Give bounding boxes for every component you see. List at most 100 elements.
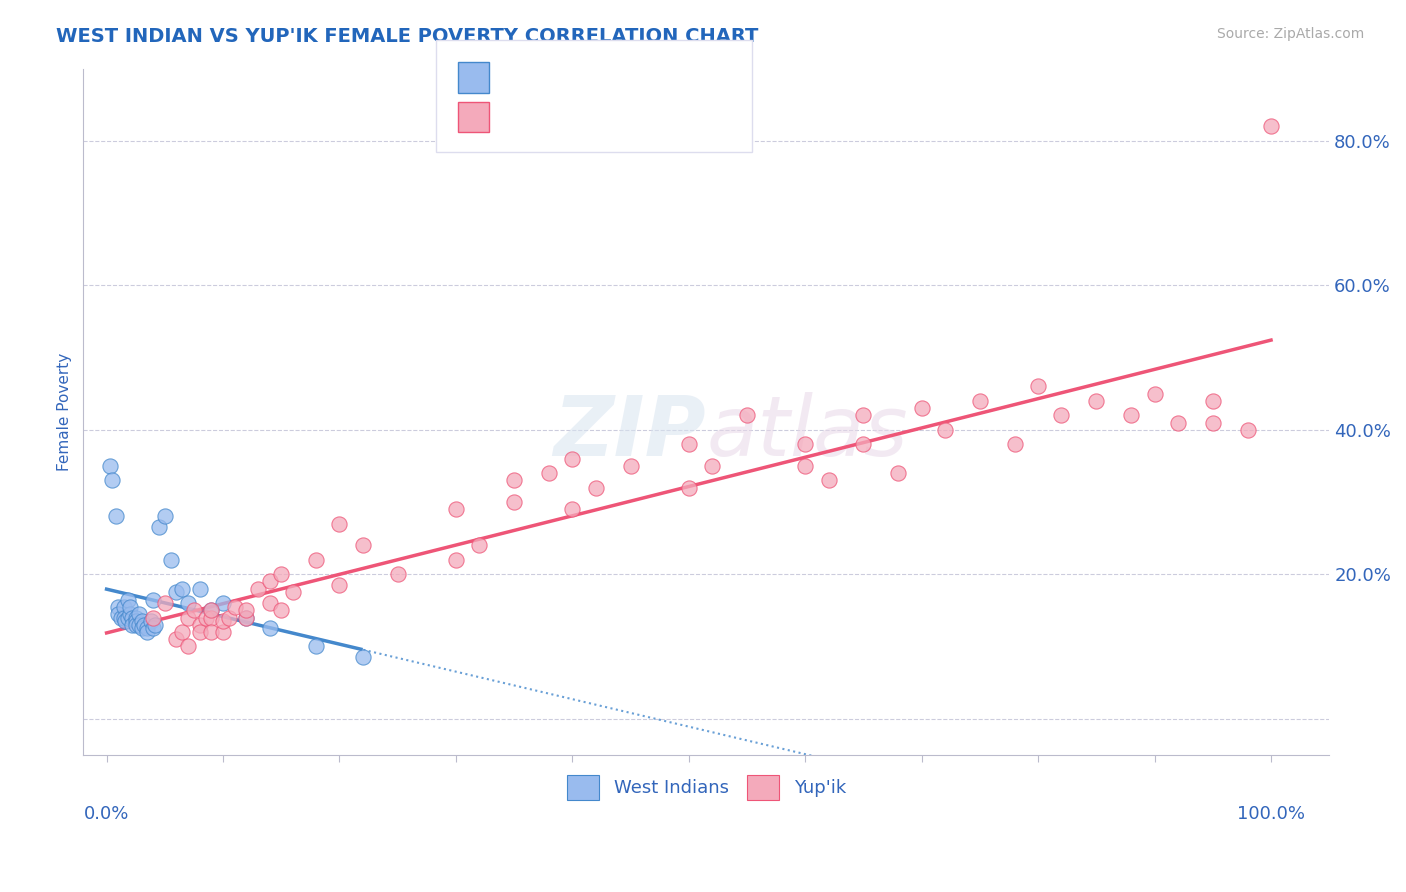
Text: R = -0.266   N = 42: R = -0.266 N = 42 (499, 69, 689, 87)
Point (112, 599, 135, 614)
Point (735, 409, 758, 423)
Point (118, 599, 141, 614)
Point (1050, 409, 1073, 423)
Point (270, 567, 292, 582)
Point (125, 610, 148, 624)
Point (585, 481, 607, 495)
Text: WEST INDIAN VS YUP'IK FEMALE POVERTY CORRELATION CHART: WEST INDIAN VS YUP'IK FEMALE POVERTY COR… (56, 27, 759, 45)
Point (1202, 416, 1225, 430)
Point (212, 614, 235, 628)
Text: atlas: atlas (706, 392, 908, 473)
Point (218, 610, 240, 624)
Point (159, 553, 181, 567)
Point (153, 596, 176, 610)
Point (1260, 120, 1282, 134)
Point (1121, 409, 1143, 423)
Point (177, 610, 200, 624)
Point (235, 603, 257, 617)
Point (117, 610, 139, 624)
Point (444, 553, 467, 567)
Point (503, 473, 526, 487)
Point (1167, 416, 1189, 430)
Point (1202, 393, 1225, 408)
Point (468, 538, 491, 552)
Point (142, 610, 165, 624)
Point (107, 607, 129, 621)
Point (107, 599, 129, 614)
Point (142, 592, 165, 607)
Point (136, 622, 159, 636)
Point (125, 614, 148, 628)
Point (235, 610, 257, 624)
Point (852, 437, 875, 451)
Y-axis label: Female Poverty: Female Poverty (58, 352, 72, 471)
Point (352, 538, 374, 552)
Point (183, 603, 205, 617)
Point (117, 592, 139, 607)
Point (305, 553, 328, 567)
Point (270, 603, 292, 617)
Point (794, 437, 817, 451)
Point (1143, 386, 1166, 401)
Point (817, 473, 839, 487)
Point (1004, 437, 1026, 451)
Point (145, 617, 167, 632)
Point (142, 622, 165, 636)
Point (1236, 423, 1258, 437)
Point (328, 516, 350, 531)
Point (112, 610, 135, 624)
Point (194, 610, 217, 624)
Text: ZIP: ZIP (554, 392, 706, 473)
Point (200, 625, 222, 640)
Point (98, 458, 121, 473)
Point (118, 607, 141, 621)
Text: R =  0.535   N = 64: R = 0.535 N = 64 (499, 108, 689, 126)
Point (934, 423, 956, 437)
Point (148, 520, 170, 534)
Point (1085, 393, 1108, 408)
Point (259, 622, 281, 636)
Point (259, 596, 281, 610)
Point (121, 617, 143, 632)
Point (131, 622, 153, 636)
Point (165, 632, 187, 647)
Point (246, 582, 269, 596)
Point (678, 481, 700, 495)
Point (281, 585, 304, 599)
Point (200, 610, 222, 624)
Point (121, 610, 143, 624)
Point (200, 603, 222, 617)
Point (188, 617, 211, 632)
Legend: West Indians, Yup'ik: West Indians, Yup'ik (560, 768, 853, 807)
Point (165, 585, 187, 599)
Point (328, 578, 350, 592)
Text: 0.0%: 0.0% (84, 805, 129, 823)
Point (172, 625, 194, 640)
Text: 100.0%: 100.0% (1237, 805, 1305, 823)
Point (503, 495, 526, 509)
Point (538, 466, 561, 480)
Point (561, 502, 583, 516)
Point (188, 582, 211, 596)
Point (132, 617, 155, 632)
Point (224, 599, 246, 614)
Point (678, 437, 700, 451)
Point (305, 640, 328, 654)
Point (139, 614, 162, 628)
Point (794, 458, 817, 473)
Point (259, 574, 281, 589)
Point (235, 610, 257, 624)
Point (110, 610, 132, 624)
Point (911, 401, 934, 415)
Point (177, 596, 200, 610)
Point (114, 614, 136, 628)
Point (619, 458, 641, 473)
Point (387, 567, 409, 582)
Point (561, 451, 583, 466)
Point (188, 625, 211, 640)
Point (969, 393, 991, 408)
Point (128, 617, 150, 632)
Point (177, 640, 200, 654)
Point (101, 473, 124, 487)
Point (153, 509, 176, 524)
